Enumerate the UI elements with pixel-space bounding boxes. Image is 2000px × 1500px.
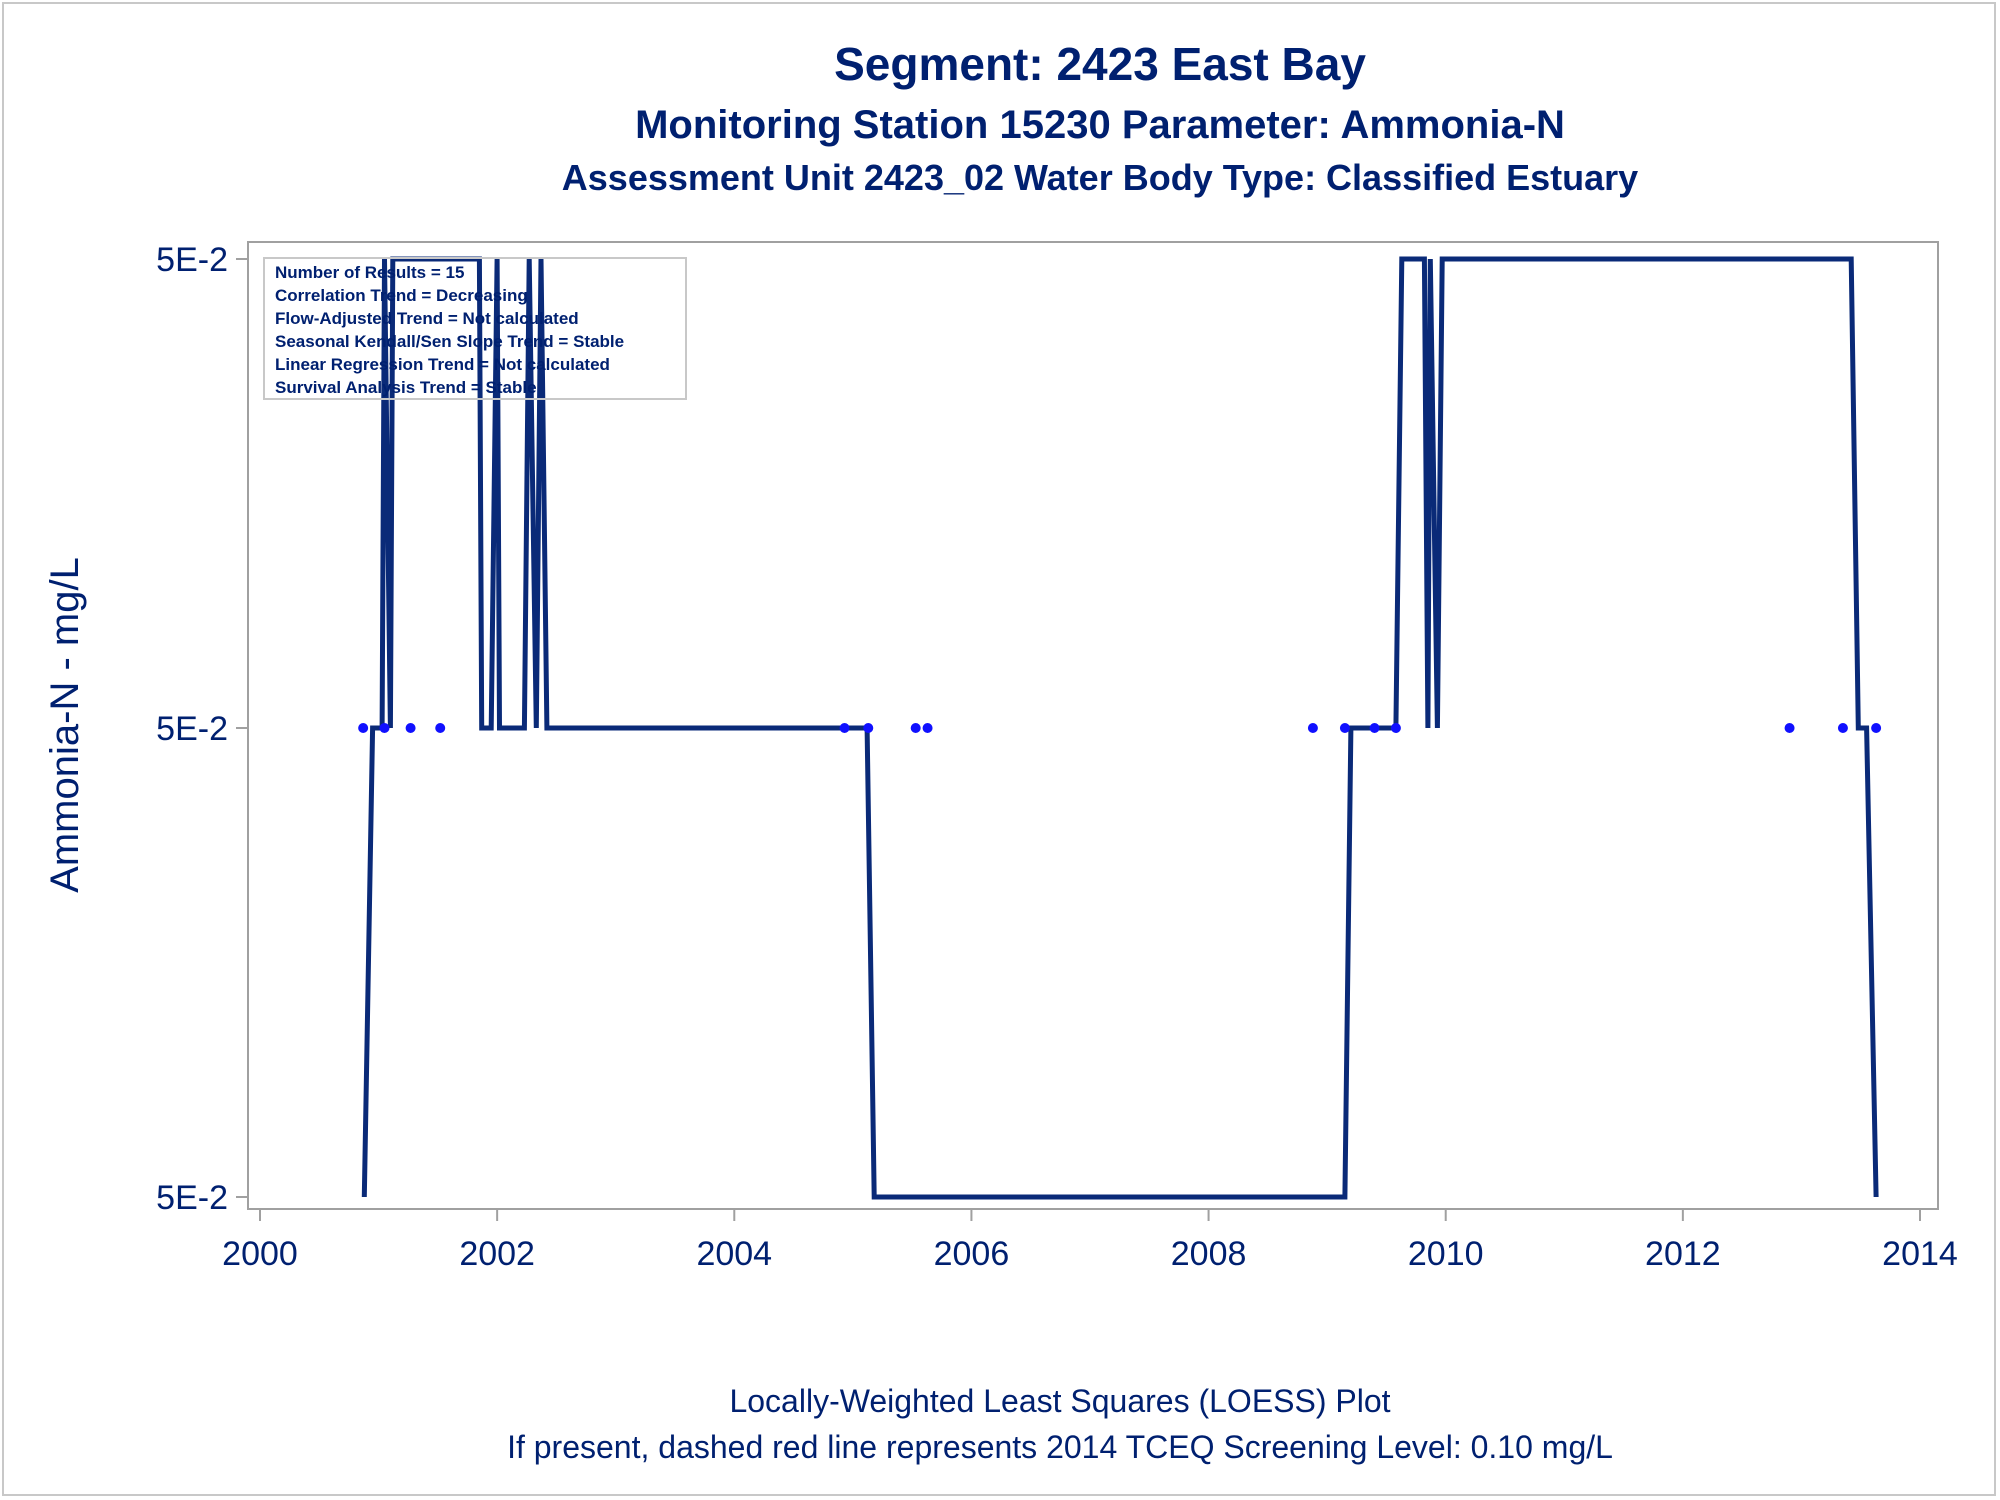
x-axis: 2000 2002 2004 2006 2008 2010 2012 2014 (222, 1209, 1958, 1273)
data-point (358, 723, 369, 733)
data-point (1784, 723, 1795, 733)
data-point (922, 723, 933, 733)
y-tick-label: 5E-2 (156, 241, 228, 279)
stats-box: Number of Results = 15 Correlation Trend… (263, 257, 687, 400)
stats-box-border (263, 257, 687, 400)
chart-title: Segment: 2423 East Bay (834, 38, 1366, 90)
data-point (1307, 723, 1318, 733)
x-tick-label: 2002 (459, 1235, 535, 1273)
data-point (1390, 723, 1401, 733)
stats-line-linear-regression: Linear Regression Trend = Not calculated (275, 355, 610, 374)
stats-line-survival: Survival Analysis Trend = Stable (275, 378, 537, 397)
data-point (1339, 723, 1350, 733)
data-point (379, 723, 390, 733)
chart-subtitle-station: Monitoring Station 15230 Parameter: Ammo… (635, 103, 1565, 147)
y-tick-label: 5E-2 (156, 1179, 228, 1217)
data-point (1871, 723, 1882, 733)
stats-line-correlation: Correlation Trend = Decreasing (275, 286, 528, 305)
y-axis: 5E-2 5E-2 5E-2 (156, 241, 248, 1217)
data-point (910, 723, 921, 733)
footnote-loess: Locally-Weighted Least Squares (LOESS) P… (729, 1383, 1390, 1419)
x-tick-label: 2000 (222, 1235, 298, 1273)
y-tick-label: 5E-2 (156, 710, 228, 748)
y-axis-label: Ammonia-N - mg/L (43, 557, 87, 893)
x-tick-label: 2006 (934, 1235, 1010, 1273)
x-tick-label: 2010 (1408, 1235, 1484, 1273)
stats-line-flow-adjusted: Flow-Adjusted Trend = Not calculated (275, 309, 579, 328)
x-tick-label: 2014 (1882, 1235, 1958, 1273)
x-tick-label: 2012 (1645, 1235, 1721, 1273)
chart-subtitle-assessment: Assessment Unit 2423_02 Water Body Type:… (562, 157, 1638, 198)
data-point (839, 723, 850, 733)
data-point (435, 723, 446, 733)
data-point (1369, 723, 1380, 733)
stats-line-results: Number of Results = 15 (275, 263, 464, 282)
data-point (1837, 723, 1848, 733)
footnote-screening-level: If present, dashed red line represents 2… (507, 1429, 1613, 1465)
x-tick-label: 2004 (696, 1235, 772, 1273)
x-tick-label: 2008 (1171, 1235, 1247, 1273)
data-point (405, 723, 416, 733)
plot-area-border (247, 241, 1939, 1210)
stats-line-seasonal-kendall: Seasonal Kendall/Sen Slope Trend = Stabl… (275, 332, 624, 351)
data-point (863, 723, 874, 733)
